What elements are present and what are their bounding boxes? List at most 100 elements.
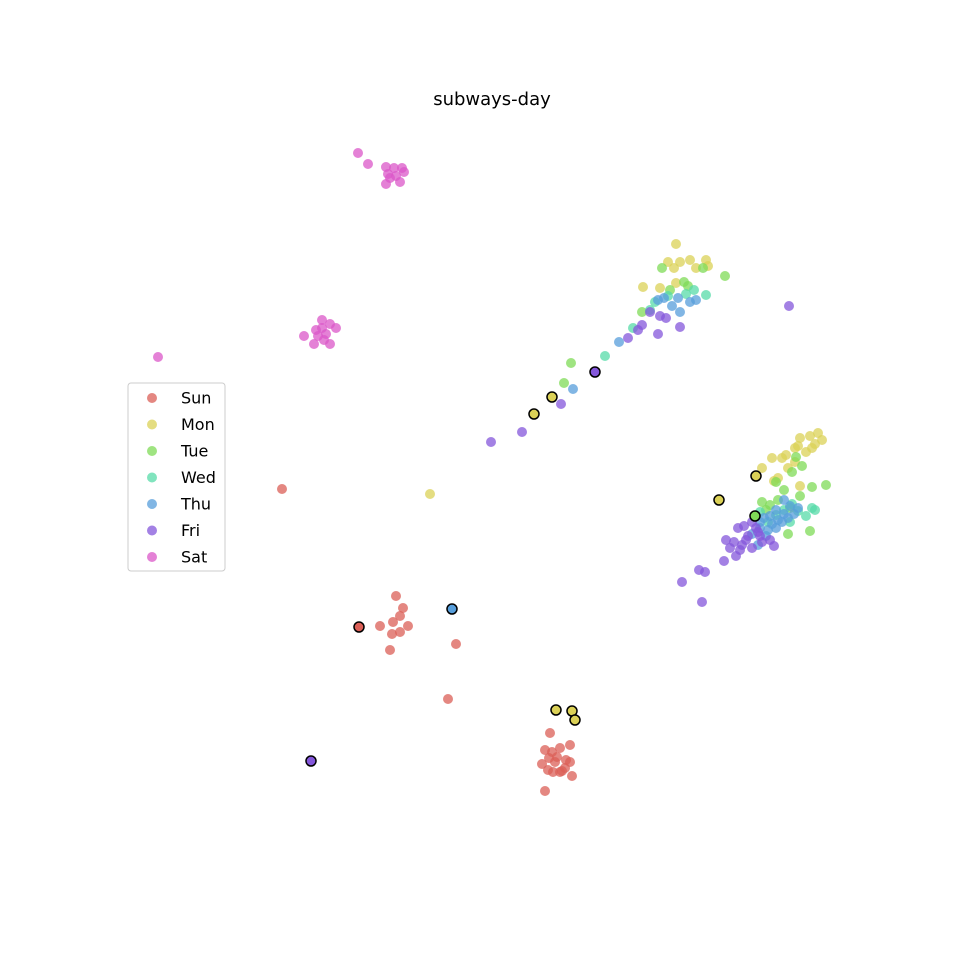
point-sun-26	[552, 752, 562, 762]
point-sun-15	[555, 743, 565, 753]
point-mon-13	[805, 431, 815, 441]
legend-marker-fri	[147, 525, 157, 536]
legend-label-sat: Sat	[181, 548, 207, 567]
legend-marker-mon	[147, 419, 157, 430]
point-sun-4	[388, 617, 398, 627]
point-sun-2	[398, 603, 408, 613]
point-sun-22	[537, 759, 547, 769]
point-thu-1	[614, 337, 624, 347]
highlighted-point-mon-0	[528, 408, 540, 420]
point-sun-27	[565, 757, 575, 767]
point-tue-18	[805, 526, 815, 536]
point-mon-18	[801, 447, 811, 457]
point-fri-29	[677, 577, 687, 587]
highlighted-point-fri-0	[589, 366, 601, 378]
point-sun-1	[391, 591, 401, 601]
highlighted-points	[305, 366, 762, 767]
point-mon-26	[795, 481, 805, 491]
point-tue-21	[779, 485, 789, 495]
point-tue-19	[783, 529, 793, 539]
point-sun-28	[557, 766, 567, 776]
point-thu-26	[767, 519, 777, 529]
legend-label-mon: Mon	[181, 415, 215, 434]
point-tue-13	[771, 477, 781, 487]
legend-label-sun: Sun	[181, 389, 211, 408]
point-wed-5	[701, 290, 711, 300]
point-mon-12	[795, 433, 805, 443]
point-tue-0	[566, 358, 576, 368]
legend-item-sun: Sun	[147, 389, 211, 408]
point-mon-11	[671, 278, 681, 288]
highlighted-point-mon-1	[546, 391, 558, 403]
point-thu-5	[673, 293, 683, 303]
point-mon-9	[638, 282, 648, 292]
point-fri-19	[725, 543, 735, 553]
point-tue-10	[787, 467, 797, 477]
legend-item-tue: Tue	[147, 442, 208, 461]
point-fri-9	[675, 322, 685, 332]
point-thu-10	[785, 501, 795, 511]
highlighted-point-mon-2	[750, 470, 762, 482]
point-sun-16	[565, 740, 575, 750]
point-fri-8	[661, 313, 671, 323]
highlighted-point-mon-3	[713, 494, 725, 506]
highlighted-point-thu-0	[446, 603, 458, 615]
point-fri-28	[700, 567, 710, 577]
legend-marker-thu	[147, 499, 157, 509]
point-fri-14	[733, 523, 743, 533]
legend-item-fri: Fri	[147, 521, 200, 540]
point-thu-4	[659, 293, 669, 303]
point-tue-11	[807, 482, 817, 492]
point-wed-15	[801, 511, 811, 521]
point-wed-0	[600, 351, 610, 361]
point-tue-12	[821, 480, 831, 490]
point-thu-8	[667, 301, 677, 311]
point-fri-31	[751, 523, 761, 533]
point-mon-1	[671, 239, 681, 249]
point-sat-7	[399, 167, 409, 177]
highlighted-point-tue-0	[749, 510, 761, 522]
legend-marker-wed	[147, 472, 157, 483]
point-sat-22	[319, 335, 329, 345]
legend-item-sat: Sat	[147, 548, 207, 567]
point-mon-4	[685, 255, 695, 265]
point-sun-0	[277, 484, 287, 494]
scatter-points	[153, 148, 831, 796]
point-sat-0	[353, 148, 363, 158]
point-tue-14	[795, 491, 805, 501]
point-sat-1	[363, 159, 373, 169]
point-sun-23	[548, 767, 558, 777]
point-sun-9	[385, 645, 395, 655]
point-sun-11	[443, 694, 453, 704]
point-fri-21	[747, 543, 757, 553]
point-mon-0	[425, 489, 435, 499]
point-thu-2	[675, 307, 685, 317]
point-wed-9	[810, 505, 820, 515]
point-fri-32	[741, 535, 751, 545]
legend-label-fri: Fri	[181, 521, 200, 540]
point-mon-7	[691, 263, 701, 273]
legend-item-mon: Mon	[147, 415, 215, 434]
point-sat-15	[331, 323, 341, 333]
point-wed-4	[681, 289, 691, 299]
point-mon-28	[793, 441, 803, 451]
legend-marker-tue	[147, 446, 157, 456]
point-fri-24	[769, 541, 779, 551]
legend-item-wed: Wed	[147, 468, 216, 487]
point-tue-4	[698, 263, 708, 273]
point-mon-20	[767, 453, 777, 463]
point-fri-26	[719, 556, 729, 566]
point-sun-8	[395, 627, 405, 637]
point-mon-23	[757, 463, 767, 473]
point-mon-6	[669, 263, 679, 273]
point-sun-10	[451, 639, 461, 649]
point-fri-30	[697, 597, 707, 607]
point-tue-3	[657, 263, 667, 273]
highlighted-point-mon-6	[569, 714, 581, 726]
legend-label-wed: Wed	[181, 468, 216, 487]
point-thu-27	[759, 513, 769, 523]
legend-marker-sat	[147, 552, 157, 562]
point-thu-7	[691, 295, 701, 305]
point-sat-12	[317, 315, 327, 325]
